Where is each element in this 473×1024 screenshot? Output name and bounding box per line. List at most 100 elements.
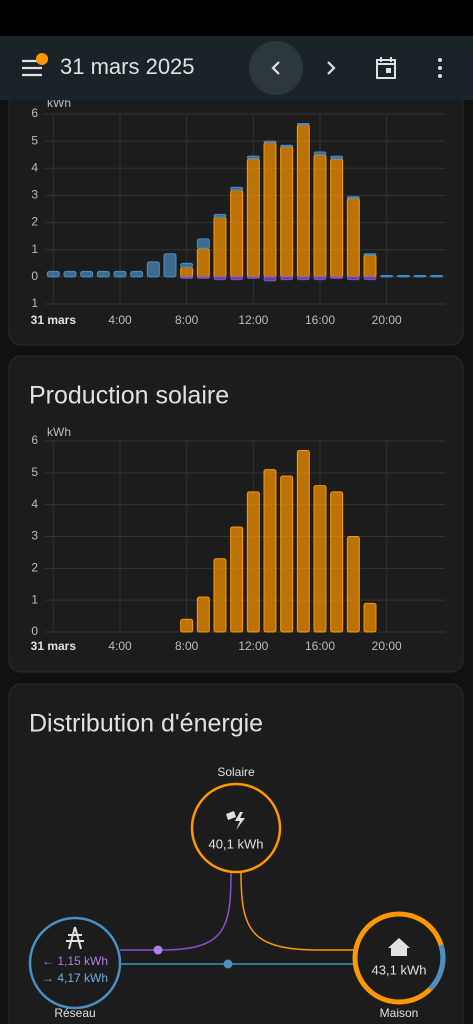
- bar: [213, 216, 227, 278]
- bar: [280, 276, 294, 281]
- x-tick-label: 12:00: [238, 313, 268, 327]
- x-tick-label: 4:00: [108, 313, 132, 327]
- bar: [130, 270, 144, 278]
- bar: [180, 262, 194, 268]
- bar: [146, 261, 160, 278]
- bar: [363, 253, 377, 256]
- bar: [296, 276, 310, 281]
- prev-button[interactable]: [249, 41, 303, 95]
- bar: [263, 140, 277, 143]
- x-tick-label: 31 mars: [31, 639, 77, 653]
- bar: [113, 270, 127, 278]
- y-tick-label: 1: [31, 296, 38, 310]
- x-tick-label: 8:00: [175, 639, 199, 653]
- bar: [196, 247, 210, 278]
- bar: [230, 526, 244, 633]
- date-title: 31 mars 2025: [60, 54, 195, 79]
- bar: [46, 270, 60, 278]
- bar: [330, 491, 344, 633]
- bar: [180, 266, 194, 278]
- y-tick-label: 4: [31, 160, 38, 174]
- x-tick-label: 20:00: [372, 313, 402, 327]
- bar: [330, 158, 344, 278]
- bar: [313, 151, 327, 156]
- bar: [363, 602, 377, 633]
- calendar-day: [386, 68, 391, 73]
- bar: [396, 275, 410, 278]
- home-grid-arc: [428, 944, 446, 991]
- bar: [296, 123, 310, 126]
- bar: [346, 276, 360, 281]
- bar: [263, 142, 277, 278]
- bar: [63, 270, 77, 278]
- more-button[interactable]: [438, 58, 442, 78]
- x-tick-label: 12:00: [238, 639, 268, 653]
- bar: [330, 155, 344, 160]
- bar: [330, 276, 344, 279]
- y-tick-label: 2: [31, 561, 38, 575]
- grid-icon: [66, 926, 84, 950]
- bar: [180, 618, 194, 633]
- card-title: Production solaire: [29, 382, 229, 410]
- bar: [213, 558, 227, 633]
- node-value: ← 1,15 kWh: [42, 954, 108, 968]
- y-tick-label: 6: [31, 106, 38, 120]
- x-tick-label: 8:00: [175, 313, 199, 327]
- bar: [263, 276, 277, 282]
- node-value: → 4,17 kWh: [42, 971, 108, 985]
- bar: [180, 276, 194, 279]
- y-tick-label: 0: [31, 624, 38, 638]
- calendar-button[interactable]: [376, 57, 396, 79]
- node-label: Solaire: [217, 765, 255, 779]
- bar: [246, 155, 260, 160]
- bar: [430, 275, 444, 278]
- y-tick-label: 2: [31, 215, 38, 229]
- bar: [346, 536, 360, 633]
- bar: [213, 213, 227, 218]
- node-value: 40,1 kWh: [209, 836, 264, 851]
- x-tick-label: 16:00: [305, 639, 335, 653]
- bar: [296, 450, 310, 633]
- bar: [263, 469, 277, 633]
- bar: [363, 276, 377, 281]
- grid-node[interactable]: [28, 916, 122, 1010]
- y-tick-label: 5: [31, 133, 38, 147]
- bar: [230, 276, 244, 281]
- bar: [313, 276, 327, 281]
- bar: [213, 276, 227, 281]
- prev-icon: [271, 61, 280, 75]
- bar: [380, 275, 394, 278]
- card-title: Distribution d'énergie: [29, 710, 263, 738]
- y-tick-label: 6: [31, 433, 38, 447]
- home-node[interactable]: [352, 911, 446, 1005]
- bar: [196, 238, 210, 249]
- y-tick-label: 4: [31, 497, 38, 511]
- bar: [246, 276, 260, 279]
- y-tick-label: 1: [31, 242, 38, 256]
- bar: [246, 158, 260, 278]
- bar: [346, 197, 360, 278]
- bar: [163, 253, 177, 278]
- bar: [313, 154, 327, 278]
- distribution: Solaire 40,1 kWh ← 1,15 kWh → 4,17 kWh R…: [28, 765, 446, 1020]
- solar-node[interactable]: [190, 782, 282, 874]
- y-tick-label: 5: [31, 465, 38, 479]
- solar-flow: [240, 871, 356, 951]
- y-tick-label: 3: [31, 529, 38, 543]
- bar: [96, 270, 110, 278]
- y-tick-label: 3: [31, 188, 38, 202]
- home-icon: [388, 938, 410, 956]
- flow-dot: [223, 959, 233, 969]
- bar: [196, 276, 210, 279]
- next-button[interactable]: [327, 61, 336, 75]
- y-axis-label: kWh: [47, 425, 71, 439]
- notification-dot: [36, 53, 48, 65]
- bar: [246, 491, 260, 633]
- node-value: 43,1 kWh: [372, 962, 427, 977]
- bar: [363, 254, 377, 278]
- bar: [230, 189, 244, 278]
- status-bar: [0, 0, 473, 36]
- bar: [230, 186, 244, 191]
- flow-dot: [153, 945, 163, 955]
